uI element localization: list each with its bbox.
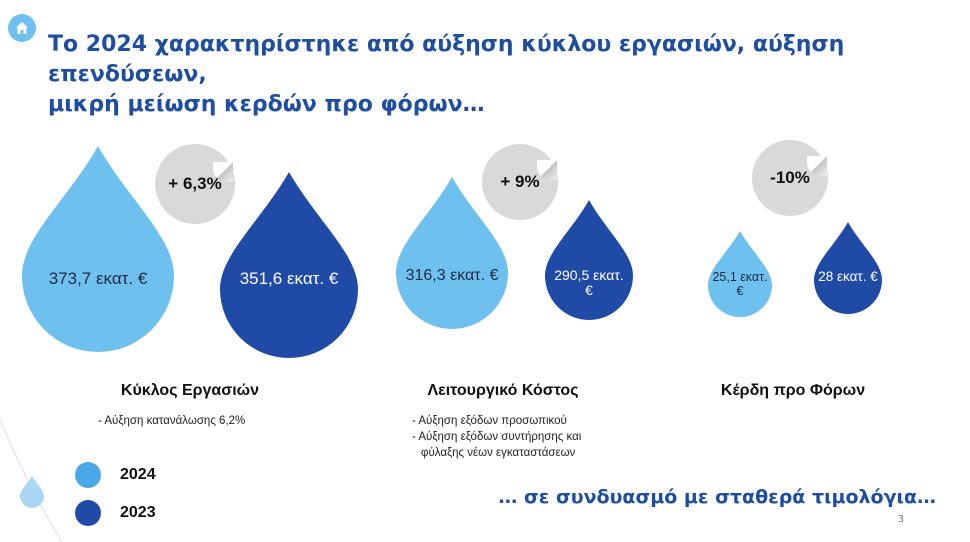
- drop-value-label: 373,7 εκατ. €: [48, 269, 148, 288]
- bullet-item: - Αύξηση κατανάλωσης 6,2%: [98, 415, 246, 427]
- group-title-turnover: Κύκλος Εργασιών: [120, 382, 260, 399]
- change-badge-profit: -10%: [752, 140, 828, 216]
- group-title-profit: Κέρδη προ Φόρων: [720, 382, 866, 399]
- drop-turnover-2024: 373,7 εκατ. €: [22, 146, 174, 352]
- page-curl-icon: [213, 162, 233, 182]
- bullet-item: - Αύξηση εξόδων προσωπικού: [412, 415, 567, 427]
- drop-value-label: 351,6 εκατ. €: [239, 269, 339, 288]
- house-glyph: [16, 22, 28, 34]
- drop-value-label: 316,3 εκατ. €: [405, 267, 499, 284]
- change-badge-text: + 6,3%: [168, 174, 222, 193]
- change-badge-opcost: + 9%: [482, 144, 558, 220]
- drop-value-label: 290,5 εκατ. €: [554, 267, 624, 299]
- drop-opcost-2024: 316,3 εκατ. €: [396, 177, 508, 329]
- legend-dot-2023: [75, 500, 101, 526]
- drop-value-label: 28 εκατ. €: [818, 269, 878, 284]
- group-title-opcost: Λειτουργικό Κόστος: [427, 382, 579, 399]
- page-curl-icon: [807, 156, 827, 176]
- change-badge-text: -10%: [770, 168, 810, 187]
- footer-note: … σε συνδυασμό με σταθερά τιμολόγια…: [498, 486, 936, 508]
- bullet-item: - Αύξηση εξόδων συντήρησης και: [412, 431, 582, 443]
- drop-value-label: 25,1 εκατ. €: [712, 270, 768, 298]
- page-title-line-2: μικρή μείωση κερδών προ φόρων…: [48, 92, 485, 117]
- legend-label-2024: 2024: [120, 466, 156, 483]
- bullets-opcost: - Αύξηση εξόδων προσωπικού - Αύξηση εξόδ…: [412, 413, 581, 461]
- legend-label-2023: 2023: [120, 504, 156, 521]
- drop-turnover-2023: 351,6 εκατ. €: [220, 172, 358, 358]
- page-title-line-1: Το 2024 χαρακτηρίστηκε από αύξηση κύκλου…: [48, 32, 845, 87]
- legend-dot-2024: [75, 462, 101, 488]
- drop-opcost-2023: 290,5 εκατ. €: [545, 200, 633, 320]
- bullet-item: φύλαξης νέων εγκαταστάσεων: [421, 447, 576, 459]
- bullets-turnover: - Αύξηση κατανάλωσης 6,2%: [98, 413, 245, 429]
- home-icon[interactable]: [8, 14, 36, 42]
- page-title: Το 2024 χαρακτηρίστηκε από αύξηση κύκλου…: [48, 30, 948, 120]
- change-badge-turnover: + 6,3%: [155, 144, 235, 224]
- change-badge-text: + 9%: [500, 172, 540, 191]
- drop-profit-2023: 28 εκατ. €: [814, 222, 882, 314]
- page-curl-icon: [537, 160, 557, 180]
- decorative-drop-icon: [20, 476, 44, 508]
- drop-profit-2024: 25,1 εκατ. €: [708, 231, 772, 317]
- page-number: 3: [897, 514, 904, 525]
